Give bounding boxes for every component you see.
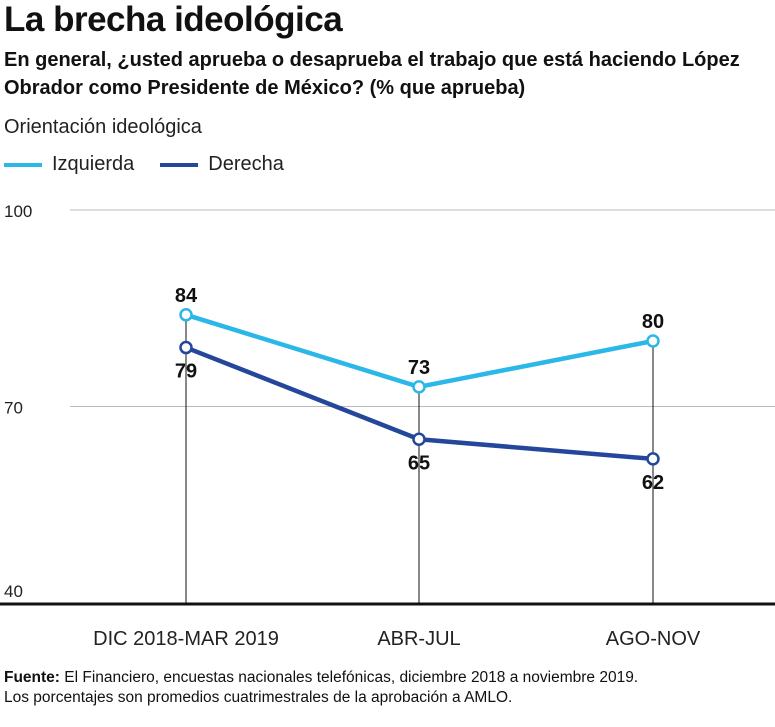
point-izquierda-0 (179, 308, 193, 322)
footer: Fuente: El Financiero, encuestas naciona… (4, 668, 772, 708)
point-derecha-1 (412, 432, 426, 446)
data-label-derecha-2: 62 (642, 472, 664, 494)
point-izquierda-2 (646, 334, 660, 348)
source-line: Fuente: El Financiero, encuestas naciona… (4, 668, 772, 688)
data-label-derecha-0: 79 (175, 361, 197, 383)
x-tick-label-1: ABR-JUL (377, 628, 460, 650)
y-tick-label-100: 100 (4, 202, 32, 221)
data-label-izquierda-1: 73 (408, 357, 430, 379)
point-derecha-2 (646, 452, 660, 466)
legend: Izquierda Derecha (4, 153, 310, 176)
legend-swatch-izquierda (4, 162, 42, 167)
data-label-izquierda-0: 84 (175, 285, 198, 307)
legend-label-derecha: Derecha (208, 153, 284, 175)
x-tick-label-2: AGO-NOV (606, 628, 701, 650)
legend-label-izquierda: Izquierda (52, 153, 135, 175)
legend-swatch-derecha (160, 162, 199, 167)
y-tick-label-70: 70 (4, 399, 23, 418)
x-tick-label-0: DIC 2018-MAR 2019 (93, 628, 279, 650)
chart-title: La brecha ideológica (4, 0, 343, 39)
point-derecha-0 (179, 340, 193, 355)
data-label-derecha-1: 65 (408, 452, 430, 474)
line-chart: 40 70 100 DIC 2018-MAR 2019 ABR-JUL AGO-NOV 84… (0, 202, 775, 650)
source-text: El Financiero, encuestas nacionales tele… (59, 669, 639, 686)
chart-subtitle: En general, ¿usted aprueba o desaprueba … (4, 49, 740, 99)
legend-title: Orientación ideológica (4, 116, 202, 138)
legend-item-derecha: Derecha (160, 153, 284, 176)
legend-item-izquierda: Izquierda (4, 153, 134, 176)
footnote: Los porcentajes son promedios cuatrimest… (4, 689, 513, 706)
source-label: Fuente: (4, 669, 60, 686)
data-label-izquierda-2: 80 (642, 311, 664, 333)
point-izquierda-1 (412, 380, 426, 394)
chart-area: 40 70 100 DIC 2018-MAR 2019 ABR-JUL AGO-NOV 84… (0, 190, 775, 660)
y-tick-label-40: 40 (4, 582, 23, 601)
